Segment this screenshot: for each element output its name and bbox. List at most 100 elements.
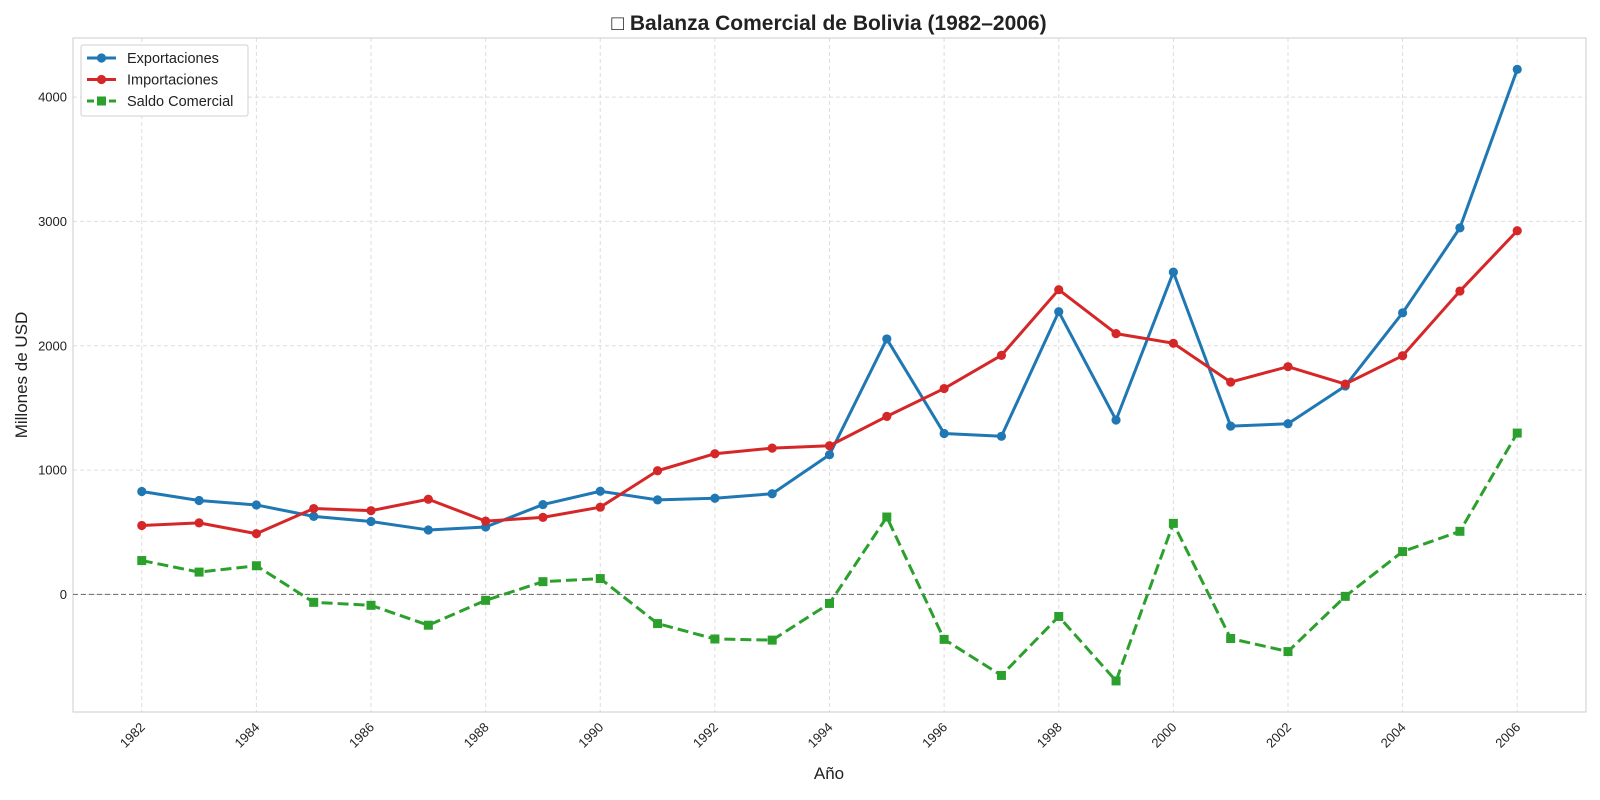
y-tick-label: 0: [60, 587, 67, 602]
legend: Exportaciones Importaciones Saldo Comercia…: [80, 44, 249, 117]
x-tick-label: 1990: [575, 720, 606, 751]
data-point-exportaciones: [882, 334, 892, 344]
data-point-exportaciones: [1398, 308, 1408, 318]
y-tick-label: 1000: [38, 463, 67, 478]
data-point-saldo-comercial: [653, 619, 663, 629]
data-point-exportaciones: [767, 489, 777, 499]
data-point-importaciones: [595, 502, 605, 512]
data-point-saldo-comercial: [1340, 591, 1350, 601]
data-point-saldo-comercial: [309, 597, 319, 607]
data-point-importaciones: [1455, 286, 1465, 296]
data-point-exportaciones: [710, 493, 720, 503]
x-tick-label: 1986: [346, 720, 377, 751]
legend-label: Importaciones: [127, 73, 218, 89]
data-point-importaciones: [710, 449, 720, 459]
data-point-importaciones: [366, 506, 376, 516]
data-point-saldo-comercial: [882, 512, 892, 522]
data-point-importaciones: [423, 494, 433, 504]
data-point-importaciones: [824, 441, 835, 451]
data-point-exportaciones: [652, 495, 663, 505]
data-point-exportaciones: [538, 499, 548, 510]
series-group: [137, 64, 1522, 686]
x-axis-label: Año: [814, 764, 844, 783]
data-point-importaciones: [309, 503, 319, 514]
data-point-saldo-comercial: [1168, 518, 1178, 528]
data-point-exportaciones: [1512, 64, 1522, 74]
y-tick-label: 3000: [38, 214, 67, 229]
data-point-exportaciones: [1226, 421, 1236, 431]
x-tick-label: 1984: [231, 720, 262, 751]
legend-box: [80, 44, 249, 117]
data-point-exportaciones: [1455, 223, 1465, 233]
legend-swatch-marker: [96, 53, 107, 63]
y-axis-label: Millones de USD: [12, 312, 31, 439]
data-point-saldo-comercial: [710, 634, 720, 644]
ticks: 1982 1984 1986 1988 1990 1992 1994 1996 1998 2000…: [38, 90, 1523, 751]
data-point-importaciones: [137, 520, 147, 531]
data-point-exportaciones: [251, 500, 261, 510]
data-point-exportaciones: [595, 486, 605, 496]
x-tick-label: 1994: [805, 720, 836, 751]
x-tick-label: 2004: [1378, 720, 1409, 751]
x-tick-label: 1992: [690, 720, 721, 751]
legend-item-exportaciones: Exportaciones: [87, 51, 219, 67]
grid: [73, 38, 1586, 712]
data-point-saldo-comercial: [366, 600, 376, 610]
data-point-importaciones: [1054, 285, 1064, 295]
data-point-importaciones: [996, 350, 1007, 360]
data-point-saldo-comercial: [1455, 526, 1465, 536]
data-point-importaciones: [481, 516, 491, 526]
data-point-saldo-comercial: [825, 598, 834, 608]
data-point-importaciones: [1168, 338, 1178, 348]
data-point-exportaciones: [423, 525, 433, 535]
data-point-importaciones: [1111, 328, 1121, 339]
data-point-saldo-comercial: [137, 556, 147, 566]
series-importaciones: [137, 226, 1522, 539]
data-point-exportaciones: [1168, 267, 1178, 277]
y-tick-label: 4000: [38, 90, 67, 105]
data-point-exportaciones: [824, 450, 835, 460]
data-point-saldo-comercial: [767, 635, 777, 645]
data-point-importaciones: [882, 411, 892, 422]
data-point-exportaciones: [1054, 307, 1064, 317]
data-point-exportaciones: [1111, 415, 1121, 425]
data-point-saldo-comercial: [194, 567, 204, 577]
data-point-importaciones: [251, 529, 261, 539]
data-point-exportaciones: [309, 511, 319, 521]
y-tick-label: 2000: [38, 338, 67, 353]
series-saldo-comercial: [137, 428, 1522, 686]
data-point-saldo-comercial: [996, 670, 1006, 680]
data-point-importaciones: [1226, 377, 1236, 387]
data-point-saldo-comercial: [423, 620, 433, 630]
legend-swatch-marker: [97, 96, 106, 106]
legend-item-importaciones: Importaciones: [87, 73, 218, 89]
data-point-saldo-comercial: [1398, 547, 1408, 557]
series-exportaciones: [137, 64, 1522, 535]
data-point-exportaciones: [939, 428, 949, 439]
legend-label: Exportaciones: [127, 51, 219, 67]
legend-item-saldo-comercial: Saldo Comercial: [87, 94, 233, 110]
data-point-importaciones: [767, 443, 777, 453]
data-point-exportaciones: [1283, 419, 1293, 429]
data-point-exportaciones: [366, 516, 376, 527]
x-tick-label: 2000: [1148, 720, 1179, 751]
data-point-saldo-comercial: [481, 595, 491, 605]
data-point-importaciones: [1340, 379, 1350, 389]
data-point-exportaciones: [137, 486, 147, 497]
x-tick-label: 2002: [1263, 720, 1294, 751]
data-point-importaciones: [194, 518, 204, 528]
plot-frame: [72, 37, 1587, 713]
data-point-importaciones: [939, 383, 949, 394]
legend-label: Saldo Comercial: [127, 94, 233, 110]
data-point-saldo-comercial: [1226, 634, 1236, 644]
legend-swatch-marker: [96, 74, 107, 85]
x-tick-label: 1982: [117, 720, 148, 751]
data-point-saldo-comercial: [939, 634, 949, 644]
data-point-saldo-comercial: [1283, 647, 1293, 657]
chart-title: □ Balanza Comercial de Bolivia (1982–200…: [611, 12, 1046, 35]
data-point-exportaciones: [996, 431, 1007, 441]
data-point-saldo-comercial: [1111, 676, 1121, 686]
data-point-saldo-comercial: [251, 561, 261, 571]
